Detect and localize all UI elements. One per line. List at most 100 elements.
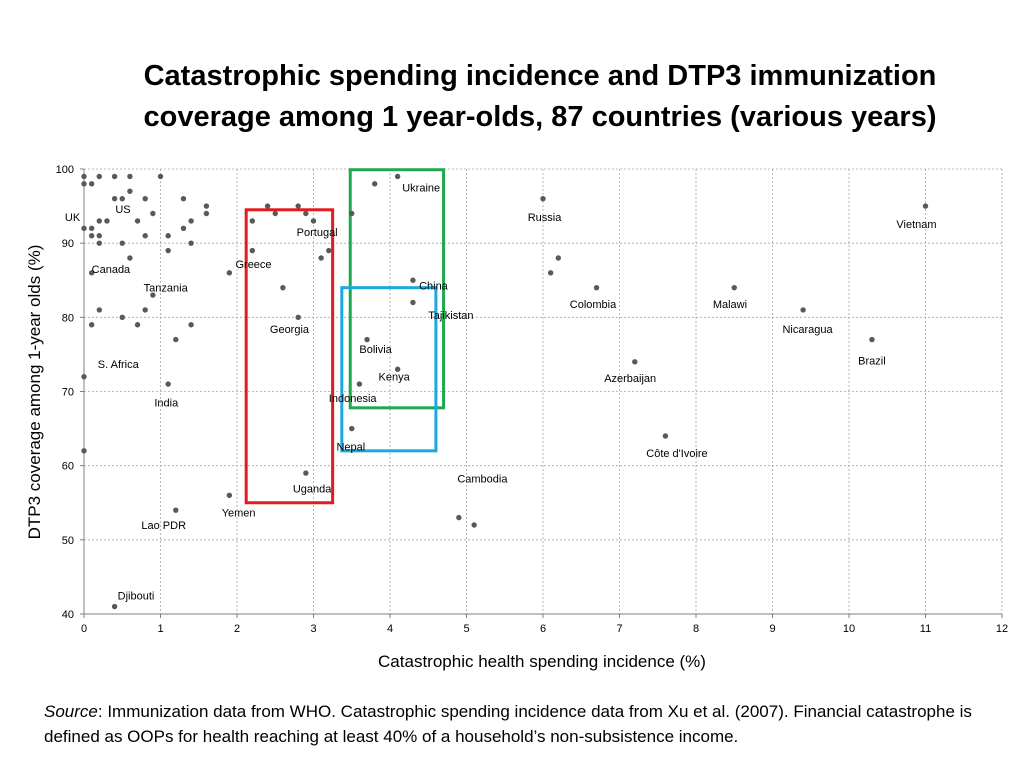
data-point-31	[150, 292, 156, 298]
data-point-1	[81, 181, 87, 187]
x-tick-label-10: 10	[843, 623, 855, 635]
data-point-33	[165, 233, 171, 239]
x-tick-label-6: 6	[540, 623, 546, 635]
data-point-65	[394, 366, 401, 372]
data-point-79	[922, 203, 929, 209]
data-point-23	[127, 188, 133, 194]
data-point-28	[142, 233, 148, 239]
country-label-13: Indonesia	[329, 393, 378, 405]
data-point-34	[165, 247, 171, 254]
x-tick-label-0: 0	[81, 623, 87, 635]
data-point-32	[157, 173, 164, 180]
chart-title-line-1: Catastrophic spending incidence and DTP3…	[143, 60, 937, 92]
y-tick-label-5: 90	[62, 238, 74, 250]
country-label-23: Azerbaijan	[604, 373, 656, 385]
country-label-26: Côte d'Ivoire	[646, 448, 707, 460]
data-point-40	[188, 218, 194, 224]
country-label-3: Tanzania	[144, 283, 189, 295]
country-label-27: Brazil	[858, 355, 886, 367]
country-label-22: Colombia	[570, 299, 617, 311]
data-point-51	[280, 284, 286, 291]
data-point-59	[349, 210, 355, 217]
data-point-29	[142, 307, 148, 313]
data-point-39	[180, 225, 187, 232]
data-point-56	[310, 218, 317, 224]
x-tick-label-7: 7	[616, 623, 622, 635]
country-label-6: Lao PDR	[141, 520, 186, 532]
x-tick-label-3: 3	[310, 623, 316, 635]
data-point-66	[410, 277, 416, 283]
country-label-5: India	[154, 398, 179, 410]
country-label-2: Canada	[92, 264, 131, 276]
x-tick-label-5: 5	[463, 623, 469, 635]
country-label-28: Vietnam	[896, 219, 936, 231]
chart-title: Catastrophic spending incidence and DTP3…	[40, 56, 1024, 138]
x-tick-label-9: 9	[769, 623, 775, 635]
y-tick-label-3: 70	[62, 387, 74, 399]
y-tick-label-2: 60	[62, 461, 74, 473]
source-note: Source: Immunization data from WHO. Cata…	[44, 699, 994, 749]
data-point-71	[547, 270, 554, 276]
country-label-12: Yemen	[222, 507, 256, 519]
data-point-2	[81, 225, 87, 232]
data-point-45	[226, 270, 233, 276]
data-point-49	[264, 203, 271, 209]
data-point-74	[632, 359, 638, 365]
highlight-boxes	[244, 168, 446, 505]
data-point-60	[349, 425, 355, 432]
y-axis-title: DTP3 coverage among 1-year olds (%)	[25, 245, 44, 540]
source-text: : Immunization data from WHO. Catastroph…	[44, 702, 972, 746]
country-label-17: Ukraine	[402, 183, 440, 195]
data-point-7	[88, 233, 95, 239]
data-point-44	[203, 210, 210, 217]
data-point-14	[96, 307, 103, 313]
data-point-78	[869, 336, 875, 343]
data-point-42	[188, 322, 194, 328]
data-point-17	[111, 195, 118, 202]
data-point-77	[800, 307, 806, 313]
data-point-73	[593, 284, 600, 291]
country-label-16: Kenya	[379, 372, 411, 384]
country-label-15: Bolivia	[359, 344, 392, 356]
data-point-55	[303, 470, 309, 476]
data-point-19	[119, 195, 125, 202]
data-point-3	[81, 373, 87, 380]
data-point-70	[540, 195, 546, 202]
data-point-22	[127, 173, 133, 180]
country-label-25: Nicaragua	[782, 324, 833, 336]
data-point-27	[142, 195, 148, 202]
data-point-6	[88, 225, 95, 232]
axes	[80, 168, 1003, 618]
country-label-11: Uganda	[293, 484, 332, 496]
data-point-30	[150, 210, 156, 217]
country-label-4: S. Africa	[98, 359, 140, 371]
data-point-36	[173, 336, 179, 343]
y-tick-label-4: 80	[62, 312, 74, 324]
data-point-0	[81, 173, 87, 180]
country-label-10: Georgia	[270, 324, 310, 336]
country-label-8: Greece	[235, 259, 271, 271]
data-point-16	[111, 173, 118, 180]
x-tick-label-2: 2	[234, 623, 240, 635]
data-point-8	[88, 270, 95, 276]
data-point-67	[410, 299, 416, 306]
data-point-53	[295, 314, 301, 321]
data-point-15	[104, 218, 110, 224]
data-point-62	[364, 336, 370, 343]
x-tick-label-11: 11	[920, 623, 931, 635]
data-point-69	[471, 522, 477, 528]
data-point-18	[111, 603, 118, 610]
data-point-9	[88, 322, 95, 328]
y-tick-label-0: 40	[62, 609, 74, 621]
data-point-25	[134, 218, 141, 224]
data-point-11	[96, 218, 103, 224]
data-point-38	[180, 195, 187, 202]
x-tick-label-1: 1	[157, 623, 163, 635]
data-point-4	[81, 448, 87, 454]
data-point-75	[662, 433, 669, 439]
country-label-14: Nepal	[336, 441, 365, 453]
data-point-64	[394, 173, 401, 180]
grid-lines	[84, 168, 1003, 614]
